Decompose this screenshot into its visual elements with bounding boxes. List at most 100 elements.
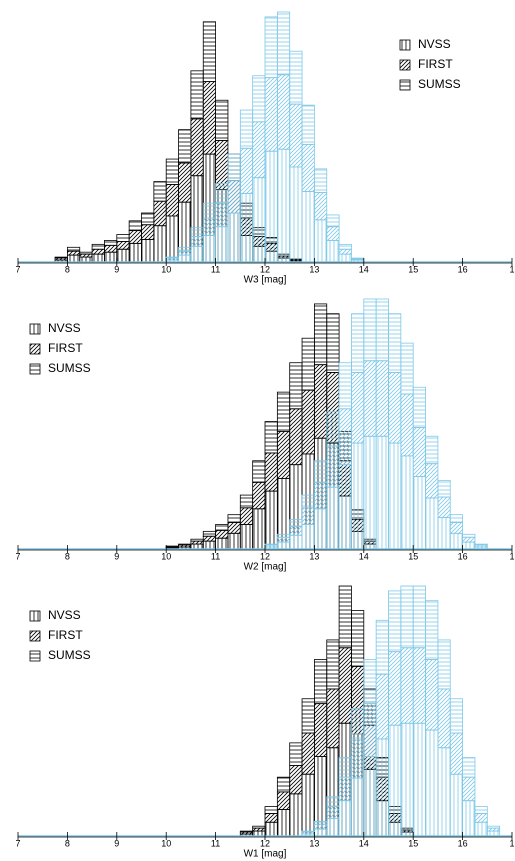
legend-swatch bbox=[29, 343, 41, 355]
bar-segment bbox=[412, 585, 426, 649]
x-tick-label: 8 bbox=[65, 264, 70, 274]
bar-segment bbox=[313, 460, 328, 483]
bar-segment bbox=[313, 481, 328, 510]
bar-segment bbox=[190, 540, 204, 545]
bar-segment bbox=[437, 517, 451, 550]
legend-swatch bbox=[399, 39, 411, 51]
x-tick-label: 7 bbox=[15, 264, 20, 274]
bar-segment bbox=[400, 393, 414, 457]
bar-segment bbox=[313, 219, 328, 263]
bar-segment bbox=[153, 181, 167, 202]
bar-segment bbox=[313, 364, 328, 439]
bar-segment bbox=[388, 724, 402, 837]
legend-text: FIRST bbox=[48, 341, 83, 355]
bar-segment bbox=[412, 427, 426, 477]
bar-segment bbox=[239, 524, 254, 550]
bar-segment bbox=[437, 496, 451, 519]
bar-segment bbox=[239, 109, 254, 149]
x-tick-label: 10 bbox=[161, 264, 171, 274]
bar-segment bbox=[388, 372, 402, 444]
bar-segment bbox=[215, 226, 229, 263]
x-tick-label: 14 bbox=[359, 264, 369, 274]
bar-segment bbox=[313, 823, 328, 830]
bar-segment bbox=[165, 256, 179, 259]
bar-segment bbox=[276, 430, 291, 479]
bar-segment bbox=[252, 481, 266, 510]
bar-segment bbox=[91, 253, 105, 263]
bar-segment bbox=[363, 435, 377, 550]
bar-segment bbox=[264, 543, 278, 546]
bar-segment bbox=[202, 81, 217, 155]
bar-segment bbox=[351, 257, 365, 260]
bar-segment bbox=[215, 529, 229, 539]
bar-segment bbox=[165, 215, 179, 263]
bar-segment bbox=[264, 813, 278, 823]
bar-segment bbox=[449, 732, 464, 775]
bar-segment bbox=[388, 590, 402, 653]
legend-swatch bbox=[29, 323, 41, 335]
bar-segment bbox=[351, 777, 365, 837]
bar-segment bbox=[301, 732, 315, 775]
bar-segment bbox=[116, 241, 130, 250]
bar-segment bbox=[449, 514, 464, 523]
legend-text: SUMSS bbox=[48, 361, 91, 375]
bar-segment bbox=[425, 435, 439, 465]
legend-swatch bbox=[29, 650, 41, 662]
bar-segment bbox=[313, 191, 328, 221]
bar-segment bbox=[264, 77, 278, 152]
bar-segment bbox=[301, 830, 315, 833]
x-tick-label: 16 bbox=[458, 838, 468, 848]
bar-segment bbox=[326, 226, 340, 241]
bar-segment bbox=[326, 688, 340, 749]
bar-segment bbox=[412, 722, 426, 837]
panel: 7 8 9 10 11 12 13 14 15 16 1 W2 [mag] NVSS FIRST SUMSS bbox=[15, 298, 515, 573]
bar-segment bbox=[276, 776, 291, 793]
panel: 7 8 9 10 11 12 13 14 15 16 1 W1 [mag] NVSS FIRST SUMSS bbox=[15, 585, 515, 860]
bar-segment bbox=[338, 776, 352, 802]
bar-segment bbox=[79, 251, 93, 255]
bar-segment bbox=[425, 497, 439, 550]
bar-segment bbox=[227, 153, 241, 182]
x-tick-label: 16 bbox=[458, 264, 468, 274]
bar-segment bbox=[388, 651, 402, 726]
bar-segment bbox=[252, 75, 266, 123]
bar-segment bbox=[215, 524, 229, 531]
bar-segment bbox=[400, 722, 414, 837]
x-tick-label: 8 bbox=[65, 838, 70, 848]
bar-segment bbox=[301, 191, 315, 263]
bar-segment bbox=[116, 248, 130, 263]
bar-segment bbox=[104, 244, 118, 253]
x-tick-label: 10 bbox=[161, 838, 171, 848]
bar-segment bbox=[412, 386, 426, 428]
bar-segment bbox=[351, 739, 365, 779]
bar-segment bbox=[437, 747, 451, 837]
bar-segment bbox=[227, 532, 241, 550]
bar-segment bbox=[252, 121, 266, 179]
bar-segment bbox=[301, 524, 315, 550]
x-tick-label: 12 bbox=[260, 264, 270, 274]
bar-segment bbox=[400, 342, 414, 395]
bar-segment bbox=[375, 738, 389, 837]
bar-segment bbox=[239, 147, 254, 194]
bar-segment bbox=[412, 647, 426, 724]
legend-text: FIRST bbox=[418, 57, 453, 71]
x-tick-label: 1 bbox=[509, 264, 514, 274]
bar-segment bbox=[425, 600, 439, 660]
bar-segment bbox=[239, 494, 254, 509]
bar-segment bbox=[412, 476, 426, 550]
x-tick-label: 11 bbox=[211, 264, 220, 274]
bar-segment bbox=[313, 303, 328, 366]
bar-segment bbox=[400, 585, 414, 649]
bar-segment bbox=[474, 813, 488, 823]
bar-segment bbox=[276, 148, 291, 263]
bar-segment bbox=[449, 698, 464, 734]
bar-segment bbox=[264, 16, 278, 79]
bar-segment bbox=[449, 522, 464, 534]
bar-segment bbox=[153, 200, 167, 227]
bar-segment bbox=[351, 610, 365, 667]
bar-segment bbox=[215, 183, 229, 204]
bar-segment bbox=[462, 757, 476, 778]
bar-segment bbox=[165, 545, 179, 548]
bar-segment bbox=[326, 639, 340, 690]
bar-segment bbox=[104, 240, 118, 246]
